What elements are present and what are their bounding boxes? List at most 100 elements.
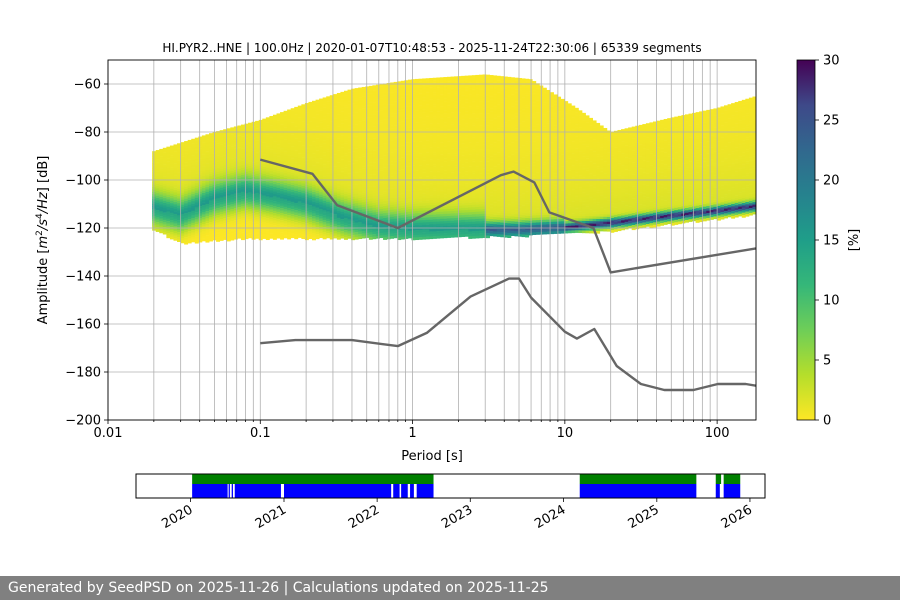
heatmap-cell <box>375 108 380 112</box>
heatmap-cell <box>308 202 313 206</box>
heatmap-cell <box>269 120 274 124</box>
heatmap-cell <box>390 216 395 220</box>
heatmap-cell <box>315 157 320 160</box>
heatmap-cell <box>361 89 366 93</box>
heatmap-cell <box>194 219 199 222</box>
heatmap-cell <box>255 120 260 124</box>
heatmap-cell <box>280 150 284 154</box>
heatmap-cell <box>400 176 405 180</box>
heatmap-cell <box>422 157 427 161</box>
heatmap-cell <box>177 150 181 154</box>
heatmap-cell <box>439 79 444 83</box>
heatmap-cell <box>187 216 192 220</box>
heatmap-cell <box>201 202 206 206</box>
heatmap-cell <box>439 103 444 107</box>
heatmap-cell <box>361 134 366 138</box>
heatmap-cell <box>443 216 448 219</box>
heatmap-cell <box>326 189 331 193</box>
heatmap-cell <box>198 141 203 145</box>
heatmap-cell <box>294 126 299 129</box>
heatmap-cell <box>443 129 448 133</box>
heatmap-cell <box>351 127 356 130</box>
heatmap-cell <box>457 200 462 204</box>
heatmap-cell <box>351 170 356 173</box>
heatmap-cell <box>375 137 380 141</box>
heatmap-cell <box>425 116 430 120</box>
heatmap-cell <box>422 155 427 158</box>
heatmap-cell <box>375 151 380 155</box>
heatmap-cell <box>315 128 320 132</box>
heatmap-cell <box>468 121 473 124</box>
heatmap-cell <box>258 218 263 222</box>
heatmap-cell <box>457 160 462 163</box>
heatmap-cell <box>280 193 284 197</box>
heatmap-cell <box>461 126 466 129</box>
heatmap-cell <box>315 207 320 211</box>
heatmap-cell <box>418 112 423 115</box>
heatmap-cell <box>415 146 419 149</box>
heatmap-cell <box>258 177 263 181</box>
heatmap-cell <box>308 142 313 146</box>
heatmap-cell <box>187 235 192 239</box>
heatmap-cell <box>155 190 160 194</box>
heatmap-cell <box>443 141 448 145</box>
heatmap-cell <box>272 198 277 202</box>
heatmap-cell <box>358 233 363 237</box>
heatmap-cell <box>340 123 345 126</box>
heatmap-cell <box>258 151 263 154</box>
heatmap-cell <box>457 107 462 111</box>
heatmap-cell <box>187 202 192 206</box>
heatmap-cell <box>404 128 409 131</box>
heatmap-cell <box>446 218 451 222</box>
heatmap-cell <box>248 206 253 210</box>
heatmap-cell <box>439 194 444 198</box>
heatmap-cell <box>457 90 462 94</box>
heatmap-cell <box>191 196 196 200</box>
heatmap-cell <box>336 200 341 204</box>
heatmap-cell <box>422 176 427 180</box>
heatmap-cell <box>223 153 228 156</box>
heatmap-cell <box>446 105 451 109</box>
heatmap-cell <box>265 138 270 142</box>
heatmap-cell <box>443 209 448 212</box>
heatmap-cell <box>294 212 299 216</box>
heatmap-cell <box>326 218 331 222</box>
heatmap-cell <box>446 112 451 116</box>
heatmap-cell <box>333 223 338 227</box>
heatmap-cell <box>351 225 356 229</box>
heatmap-cell <box>365 136 370 140</box>
heatmap-cell <box>322 97 327 101</box>
heatmap-cell <box>159 220 164 224</box>
heatmap-cell <box>457 186 462 190</box>
heatmap-cell <box>297 232 302 236</box>
heatmap-cell <box>390 87 395 90</box>
heatmap-cell <box>429 231 434 235</box>
heatmap-cell <box>180 190 185 193</box>
heatmap-cell <box>422 126 427 130</box>
heatmap-cell <box>201 140 206 143</box>
heatmap-cell <box>418 136 423 139</box>
heatmap-cell <box>283 192 288 196</box>
heatmap-cell <box>162 159 167 163</box>
heatmap-cell <box>198 146 203 149</box>
heatmap-cell <box>219 230 224 234</box>
heatmap-cell <box>283 190 288 193</box>
heatmap-cell <box>304 134 309 137</box>
heatmap-cell <box>333 173 338 176</box>
heatmap-cell <box>329 191 334 194</box>
heatmap-cell <box>358 94 363 98</box>
heatmap-cell <box>194 221 199 225</box>
heatmap-cell <box>244 183 249 187</box>
heatmap-cell <box>169 159 174 163</box>
heatmap-cell <box>340 115 345 119</box>
heatmap-cell <box>255 159 260 162</box>
heatmap-cell <box>333 106 338 109</box>
heatmap-cell <box>429 92 434 96</box>
heatmap-cell <box>432 180 437 184</box>
heatmap-cell <box>354 222 359 226</box>
heatmap-cell <box>411 158 416 162</box>
heatmap-cell <box>400 92 405 96</box>
heatmap-cell <box>457 104 462 108</box>
heatmap-cell <box>244 147 249 151</box>
heatmap-cell <box>177 186 181 190</box>
